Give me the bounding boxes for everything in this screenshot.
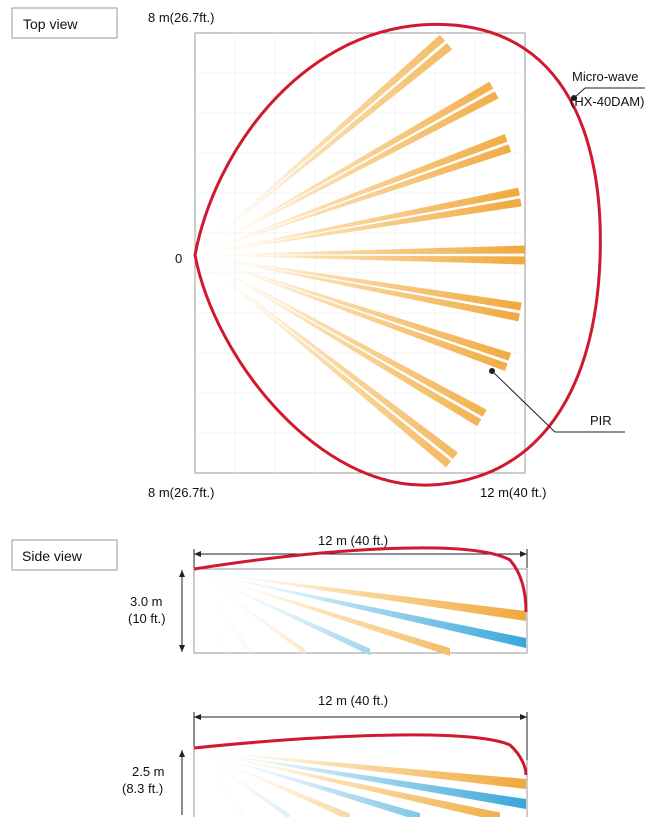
panel-1-range-label: 12 m (40 ft.) xyxy=(318,533,388,548)
microwave-pattern xyxy=(193,22,602,487)
side-beam-blue xyxy=(194,750,526,809)
microwave-label-line2: (HX-40DAM) xyxy=(570,94,644,109)
side-view-tab xyxy=(11,539,118,571)
side-beam-orange xyxy=(194,571,450,656)
top-view-section: Top view 8 m(26.7ft.) 0 8 m(26.7ft.) 12 … xyxy=(11,7,645,500)
pir-beam-zone xyxy=(195,245,525,255)
side-beam-blue xyxy=(194,571,526,648)
microwave-callout: Micro-wave (HX-40DAM) xyxy=(570,69,645,109)
pir-beam-zone xyxy=(195,255,520,322)
panel-1-beams xyxy=(194,571,526,656)
bottom-right-distance-label: 12 m(40 ft.) xyxy=(480,485,546,500)
panel-2-microwave-pattern xyxy=(193,733,528,776)
panel-1-height-line1: 3.0 m xyxy=(130,594,163,609)
top-view-tab-label: Top view xyxy=(23,16,78,32)
pir-beam-zone xyxy=(195,255,525,265)
side-beam-blue xyxy=(194,571,250,655)
side-beam-orange xyxy=(194,750,350,817)
pir-beam-zone xyxy=(195,255,522,311)
side-beam-orange xyxy=(194,750,500,817)
pir-callout: PIR xyxy=(489,368,625,433)
side-beam-blue xyxy=(194,750,290,817)
side-beam-blue xyxy=(194,750,420,817)
pir-beam-zone xyxy=(195,255,458,459)
pir-beam-zone xyxy=(195,187,520,255)
side-view-panel-1: 12 m (40 ft.) 3.0 m (10 ft.) xyxy=(128,533,528,656)
pir-beam-zone xyxy=(195,81,494,255)
panel-2-height-line2: (8.3 ft.) xyxy=(122,781,163,796)
side-view-section: Side view 12 m (40 ft.) 3.0 m (10 ft.) 1… xyxy=(11,533,528,817)
pir-beam-zone xyxy=(195,43,453,256)
panel-2-range-label: 12 m (40 ft.) xyxy=(318,693,388,708)
panel-2-beams xyxy=(194,750,526,817)
bottom-left-distance-label: 8 m(26.7ft.) xyxy=(148,485,214,500)
top-left-distance-label: 8 m(26.7ft.) xyxy=(148,10,214,25)
pir-beam-zone xyxy=(195,255,482,427)
pir-beam-zone xyxy=(195,34,446,256)
side-beam-orange xyxy=(194,750,245,817)
pir-beam-zone xyxy=(195,255,487,417)
pir-beam-zone xyxy=(195,255,508,371)
microwave-label-line1: Micro-wave xyxy=(572,69,638,84)
pir-beam-zone xyxy=(195,134,508,255)
pir-beam-zone xyxy=(195,255,512,361)
panel-1-height-line2: (10 ft.) xyxy=(128,611,166,626)
side-view-tab-label: Side view xyxy=(22,548,83,564)
side-beam-orange xyxy=(194,571,225,654)
pir-label: PIR xyxy=(590,413,612,428)
pir-beam-zone xyxy=(195,144,512,255)
pir-beam-zone xyxy=(195,198,522,255)
top-view-tab xyxy=(11,7,118,39)
side-beam-blue xyxy=(194,571,370,656)
origin-label: 0 xyxy=(175,251,182,266)
side-beam-orange xyxy=(194,750,526,789)
side-view-panel-2: 12 m (40 ft.) 2.5 m (8.3 ft.) xyxy=(122,693,528,817)
pir-beams xyxy=(195,34,525,468)
pir-beam-zone xyxy=(195,91,499,256)
panel-1-microwave-pattern xyxy=(193,546,528,613)
panel-2-height-line1: 2.5 m xyxy=(132,764,165,779)
side-beam-orange xyxy=(194,571,526,621)
side-beam-orange xyxy=(194,571,305,655)
pir-beam-zone xyxy=(195,255,452,468)
